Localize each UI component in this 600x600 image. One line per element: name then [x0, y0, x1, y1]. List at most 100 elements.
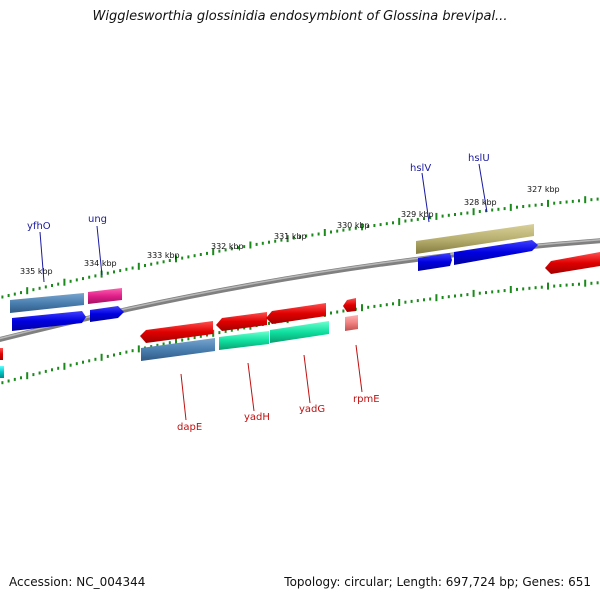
gene-hslU-block[interactable] — [416, 224, 534, 254]
leader-ung — [96, 225, 103, 276]
outer-ring-minor-tick — [497, 207, 500, 211]
inner-ring-minor-tick — [497, 289, 500, 293]
leader-yadH — [247, 362, 255, 412]
inner-ring-minor-tick — [230, 328, 233, 332]
outer-ring-minor-tick — [354, 226, 357, 230]
inner-ring-minor-tick — [485, 291, 487, 295]
outer-ring-minor-tick — [447, 213, 450, 217]
outer-ring-minor-tick — [38, 286, 41, 290]
inner-ring-minor-tick — [478, 291, 481, 295]
outer-ring-minor-tick — [82, 277, 84, 281]
gene-label-yadH[interactable]: yadH — [244, 412, 270, 423]
cds-arrow-rev-2[interactable] — [216, 312, 267, 331]
inner-ring-minor-tick — [119, 352, 122, 355]
inner-ring-minor-tick — [491, 290, 494, 294]
outer-ring-minor-tick — [255, 242, 258, 246]
cds-arrow-rev-1[interactable] — [140, 321, 213, 343]
cds-arrow-rev-edge[interactable] — [0, 348, 3, 360]
outer-ring-minor-tick — [317, 232, 320, 236]
outer-ring-minor-tick — [144, 264, 146, 267]
outer-ring-minor-tick — [7, 294, 10, 297]
outer-ring-minor-tick — [522, 205, 525, 208]
cds-arrow-rev-3[interactable] — [266, 303, 326, 324]
inner-ring-minor-tick — [7, 379, 10, 383]
cds-arrow-fwd-3[interactable] — [454, 240, 538, 265]
inner-ring-major-tick — [398, 299, 401, 306]
outer-ring-minor-tick — [280, 238, 283, 242]
outer-ring-minor-tick — [528, 204, 531, 208]
gene-label-yadG[interactable]: yadG — [299, 404, 325, 415]
gene-hslV-arrow[interactable] — [418, 253, 452, 271]
inner-ring-minor-tick — [156, 343, 159, 347]
cds-arrow-fwd-2[interactable] — [90, 306, 124, 322]
outer-ring-minor-tick — [373, 224, 376, 227]
outer-ring-minor-tick — [460, 212, 463, 216]
outer-ring-minor-tick — [57, 282, 60, 286]
outer-ring-minor-tick — [516, 205, 518, 209]
outer-ring-minor-tick — [94, 274, 97, 278]
outer-ring-minor-tick — [578, 199, 580, 203]
outer-ring-minor-tick — [230, 247, 233, 251]
outer-ring-major-tick — [472, 208, 475, 216]
outer-ring-minor-tick — [367, 224, 370, 228]
outer-ring-minor-tick — [131, 266, 134, 270]
outer-ring-major-tick — [584, 196, 587, 204]
outer-ring-minor-tick — [454, 213, 456, 216]
inner-ring-major-tick — [584, 279, 587, 287]
gene-label-hslU[interactable]: hslU — [468, 153, 490, 164]
inner-ring-minor-tick — [57, 366, 60, 370]
outer-ring-minor-tick — [268, 240, 270, 244]
outer-ring-minor-tick — [503, 207, 506, 211]
inner-ring-minor-tick — [206, 333, 208, 337]
gene-yadH-block[interactable] — [219, 331, 269, 350]
inner-ring-minor-tick — [410, 299, 413, 303]
inner-ring-major-tick — [137, 345, 140, 353]
inner-ring-minor-tick — [125, 350, 128, 354]
gene-rpmE-arrow[interactable] — [343, 298, 356, 312]
cds-rpmE-pink[interactable] — [345, 315, 358, 331]
gene-yadG-block[interactable] — [270, 321, 329, 343]
inner-ring-minor-tick — [373, 304, 376, 308]
inner-ring-minor-tick — [218, 331, 221, 335]
outer-ring-minor-tick — [51, 284, 53, 287]
gene-dapE-block[interactable] — [141, 338, 215, 361]
inner-ring-minor-tick — [51, 368, 53, 372]
outer-ring-minor-tick — [88, 275, 91, 279]
gene-label-ung[interactable]: ung — [88, 214, 107, 225]
outer-ring-minor-tick — [32, 288, 35, 292]
outer-ring-minor-tick — [1, 295, 4, 299]
cds-arrow-fwd-1[interactable] — [12, 311, 86, 331]
leader-hslU — [478, 163, 488, 213]
outer-ring-minor-tick — [113, 270, 115, 274]
inner-ring-minor-tick — [503, 289, 506, 293]
scale-label-330: 330 kbp — [337, 221, 370, 230]
outer-ring-minor-tick — [13, 292, 16, 296]
outer-ring-minor-tick — [150, 262, 153, 266]
inner-ring-minor-tick — [32, 373, 35, 377]
scale-label-328: 328 kbp — [464, 198, 497, 207]
inner-ring-minor-tick — [69, 363, 72, 367]
gene-label-rpmE[interactable]: rpmE — [353, 394, 380, 405]
outer-ring-major-tick — [212, 248, 215, 256]
outer-ring-minor-tick — [199, 253, 202, 256]
scale-label-335: 335 kbp — [20, 267, 53, 276]
outer-ring-minor-tick — [534, 203, 537, 207]
gene-ung-block[interactable] — [88, 288, 122, 304]
gene-label-yfhO[interactable]: yfhO — [27, 221, 51, 232]
inner-ring-minor-tick — [392, 302, 394, 306]
inner-ring-major-tick — [509, 286, 512, 293]
inner-ring-minor-tick — [224, 329, 227, 333]
outer-ring-minor-tick — [206, 251, 208, 255]
gene-yfhO-block[interactable] — [10, 293, 84, 313]
gene-label-dapE[interactable]: dapE — [177, 422, 202, 433]
cds-arrow-rev-cyan-edge[interactable] — [0, 366, 4, 378]
inner-ring-minor-tick — [181, 338, 184, 342]
inner-ring-minor-tick — [113, 353, 115, 357]
gene-label-hslV[interactable]: hslV — [410, 163, 431, 174]
outer-ring-minor-tick — [75, 278, 78, 282]
cds-arrow-rev-4[interactable] — [545, 252, 600, 274]
inner-ring-major-tick — [472, 289, 475, 297]
inner-ring-minor-tick — [38, 371, 41, 375]
inner-ring-major-tick — [435, 294, 438, 302]
outer-ring-minor-tick — [274, 239, 277, 243]
